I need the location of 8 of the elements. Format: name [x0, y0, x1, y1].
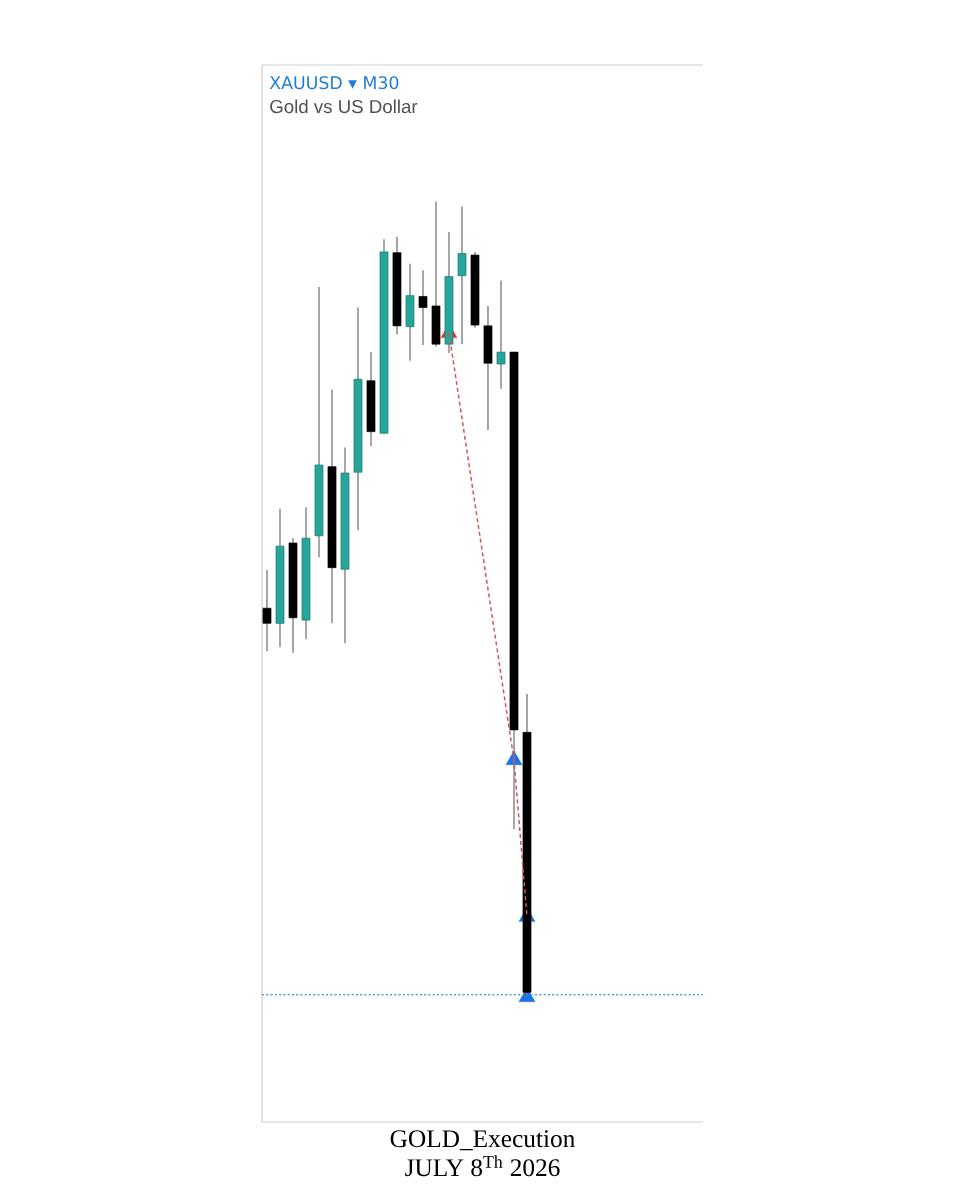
- candlestick: [496, 279, 506, 390]
- chart-title: XAUUSD ▾ M30: [269, 76, 399, 90]
- candlestick: [418, 269, 428, 346]
- chart-subtitle: Gold vs US Dollar: [270, 99, 418, 114]
- text: JULY 8$^{Th}$ 2026: [405, 1155, 560, 1177]
- candlestick: [457, 205, 467, 345]
- text: GOLD_Execution: [390, 1130, 575, 1151]
- candlestick: [262, 569, 272, 652]
